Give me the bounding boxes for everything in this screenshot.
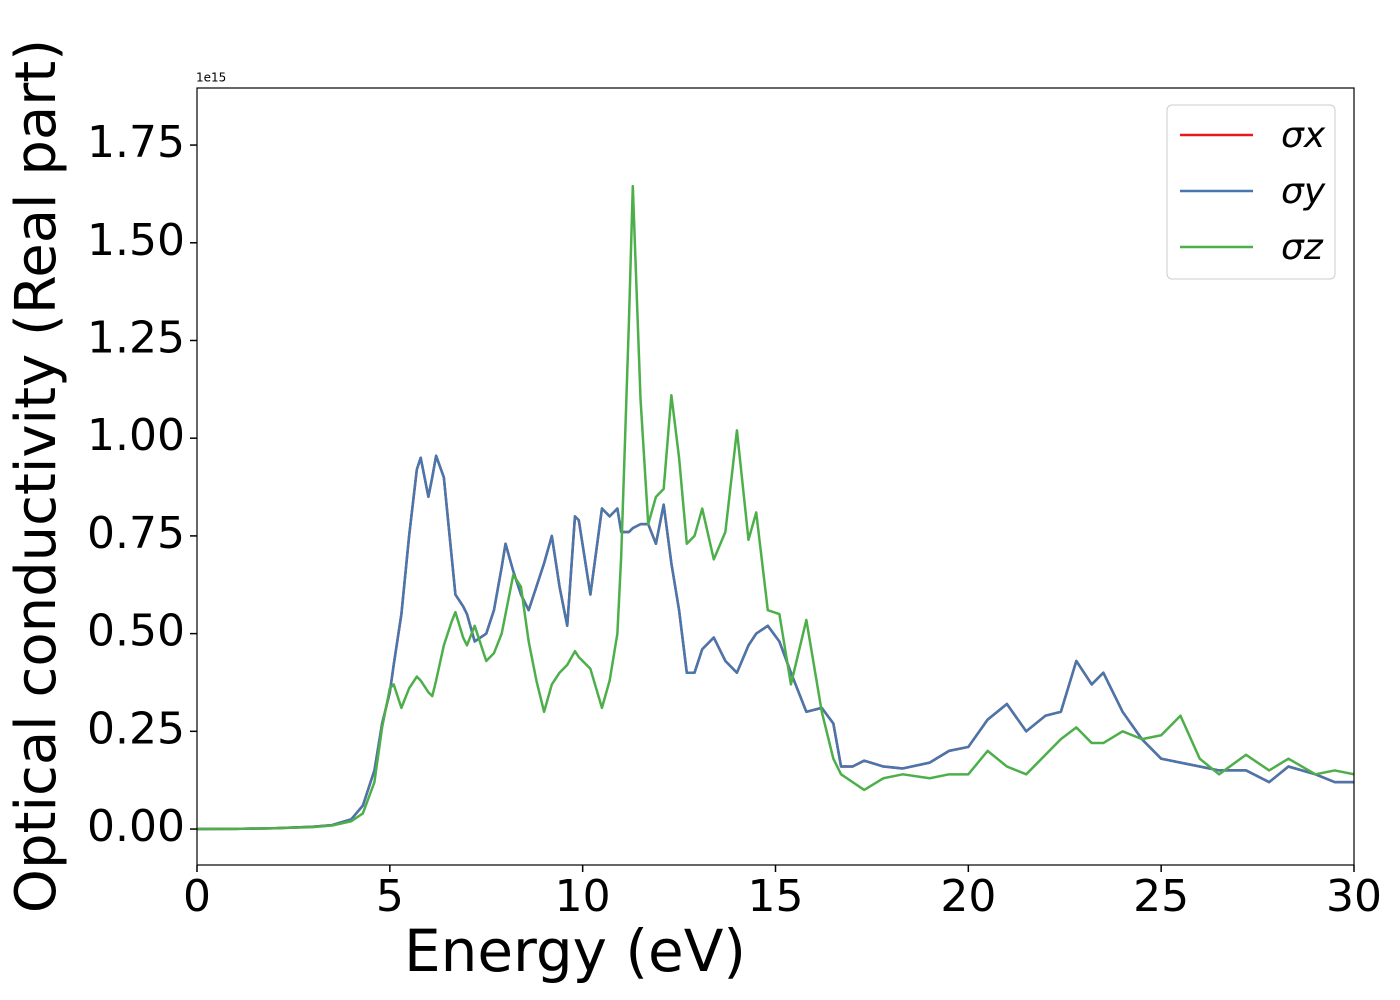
y-axis-label: Optical conductivity (Real part) [4,39,69,913]
y-tick-label: 0.00 [87,801,185,852]
y-tick-label: 0.50 [87,606,185,657]
x-tick-label: 25 [1133,871,1189,922]
y-tick-label: 1.00 [87,410,185,461]
series-line [197,454,1354,831]
y-tick-label: 0.75 [87,508,185,559]
series-line [197,184,1354,831]
x-tick-label: 15 [748,871,804,922]
legend-label: σx [1281,115,1326,156]
y-tick-label: 0.25 [87,703,185,754]
y-tick-label: 1.75 [87,117,185,168]
y-tick-label: 1.50 [87,215,185,266]
y-tick-label: 1.25 [87,312,185,363]
series-line [197,454,1354,831]
x-tick-label: 0 [183,871,211,922]
plot-frame [196,87,1355,866]
x-tick-label: 10 [555,871,611,922]
x-tick-label: 5 [376,871,404,922]
x-tick-label: 30 [1326,871,1382,922]
x-axis-label: Energy (eV) [404,917,746,985]
offset-label: 1e15 [196,71,226,85]
legend-label: σy [1281,171,1326,212]
x-tick-label: 20 [940,871,996,922]
legend-label: σz [1281,227,1324,268]
